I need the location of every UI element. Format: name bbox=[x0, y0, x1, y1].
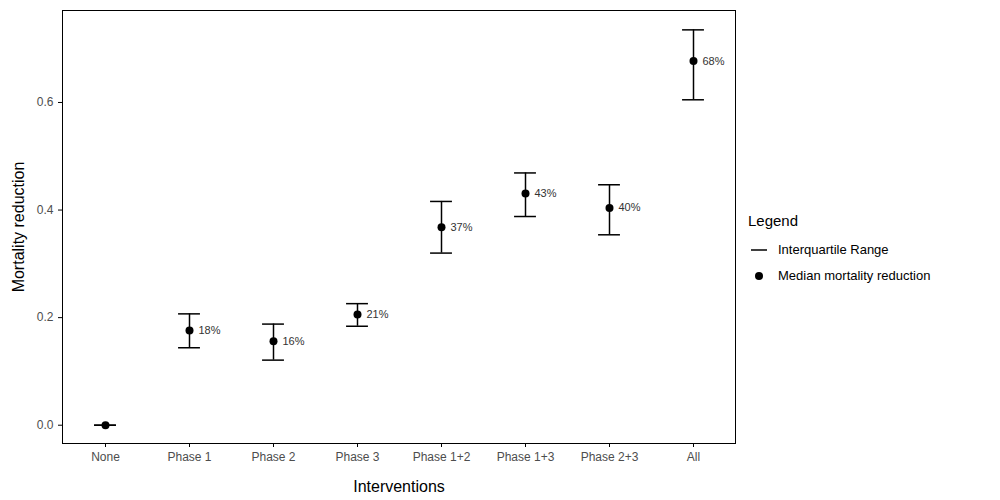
svg-text:Phase 1+2: Phase 1+2 bbox=[413, 450, 471, 464]
html-text:Median mortality reduction: Median mortality reduction bbox=[778, 268, 931, 283]
svg-text:16%: 16% bbox=[283, 335, 305, 347]
svg-text:Interventions: Interventions bbox=[353, 478, 445, 495]
svg-text:None: None bbox=[91, 450, 120, 464]
svg-text:Mortality reduction: Mortality reduction bbox=[10, 162, 27, 293]
svg-text:43%: 43% bbox=[535, 187, 557, 199]
html-text:Legend: Legend bbox=[748, 211, 799, 229]
svg-text:Phase 1+3: Phase 1+3 bbox=[497, 450, 555, 464]
svg-text:Phase 1: Phase 1 bbox=[167, 450, 211, 464]
svg-text:0.0: 0.0 bbox=[37, 418, 54, 432]
svg-text:37%: 37% bbox=[451, 221, 473, 233]
svg-text:18%: 18% bbox=[199, 324, 221, 336]
svg-text:0.4: 0.4 bbox=[37, 203, 54, 217]
svg-text:0.6: 0.6 bbox=[37, 95, 54, 109]
svg-text:40%: 40% bbox=[619, 201, 641, 213]
svg-text:Phase 2: Phase 2 bbox=[251, 450, 295, 464]
svg-text:68%: 68% bbox=[703, 55, 725, 67]
html-text:Interquartile Range: Interquartile Range bbox=[778, 242, 889, 257]
svg-text:21%: 21% bbox=[367, 308, 389, 320]
svg-text:All: All bbox=[687, 450, 700, 464]
svg-text:Phase 3: Phase 3 bbox=[335, 450, 379, 464]
svg-text:Phase 2+3: Phase 2+3 bbox=[581, 450, 639, 464]
svg-text:0.2: 0.2 bbox=[37, 310, 54, 324]
